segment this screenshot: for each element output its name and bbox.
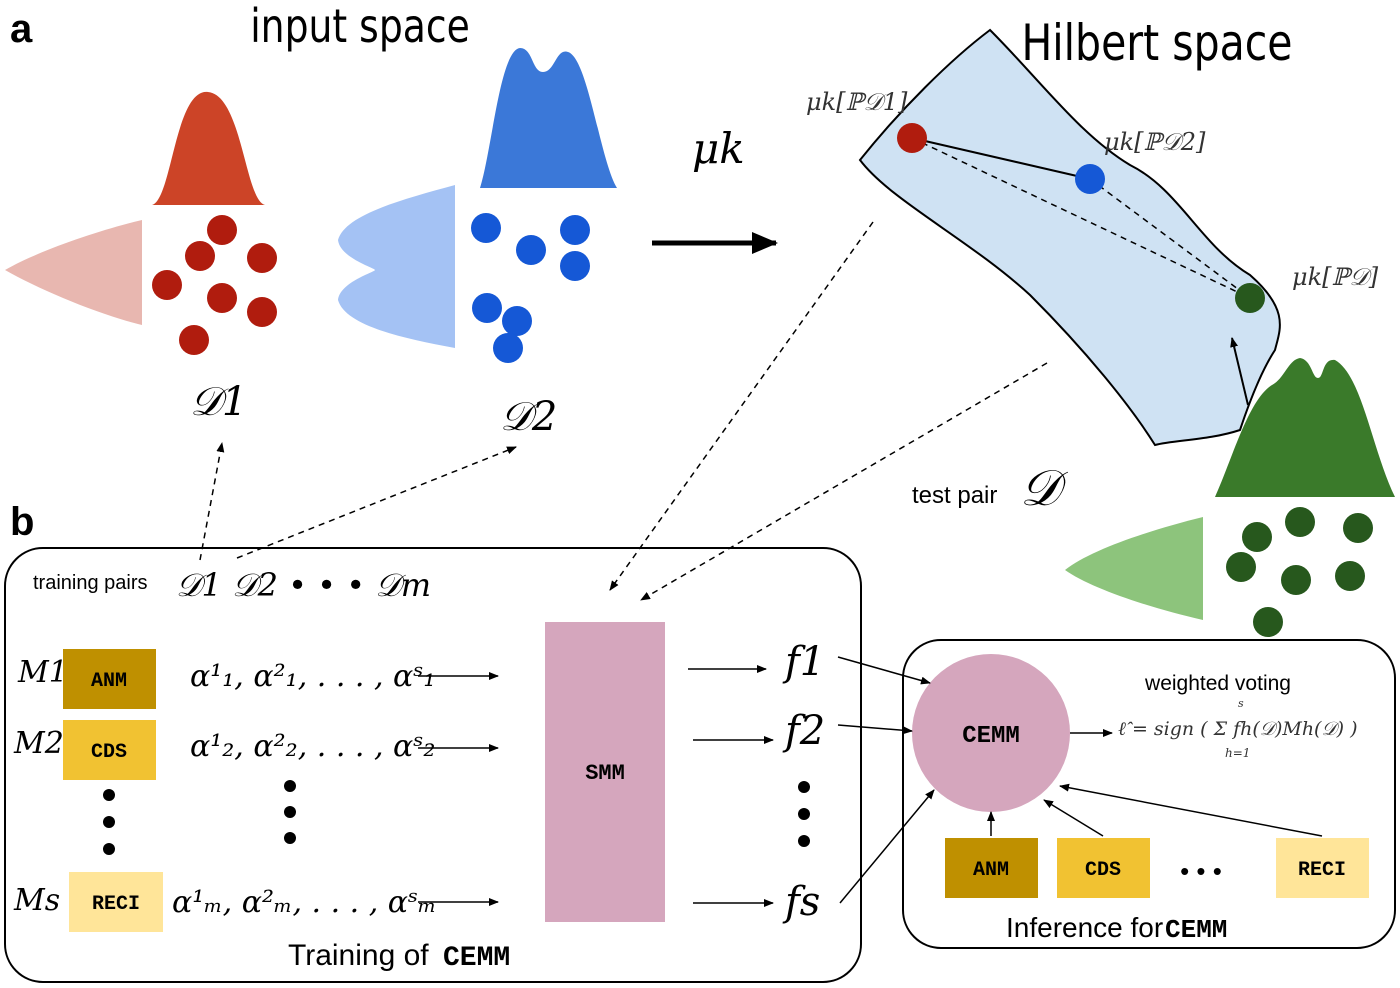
model-name: ANM: [91, 670, 127, 693]
mean-embedding-label: μk: [692, 124, 745, 173]
inference-title-prefix: Inference for: [1006, 912, 1163, 943]
training-pairs-label: training pairs: [33, 572, 148, 594]
model-box-anm: [63, 649, 156, 709]
embedding-dashed-d2-d: [1089, 178, 1251, 299]
training-title-prefix: Training of: [288, 939, 429, 972]
voting-formula-sub: h=1: [1225, 746, 1250, 760]
distribution-test: [1065, 358, 1395, 637]
model-symbol: M2: [13, 726, 64, 761]
training-box: [4, 547, 862, 983]
embedding-line-d1-d2: [911, 137, 1091, 180]
model-box-cds: [63, 720, 156, 780]
d1-marginal-top: [152, 91, 265, 205]
d2-points: [471, 213, 590, 363]
panel-a-label: a: [10, 7, 33, 51]
fs-to-cemm-arrow: [839, 789, 935, 904]
cemm-node-label: CEMM: [962, 723, 1020, 750]
mu-d-label: μk[ℙ𝒟]: [1292, 263, 1379, 291]
dashed-link-d2: [236, 446, 517, 559]
model-name: RECI: [92, 893, 140, 916]
voting-formula: ℓ̂ = sign ( Σ fh(𝒟)Mh(𝒟) ): [1118, 718, 1358, 740]
embedding-point-d: [1235, 283, 1265, 313]
model-symbol: M1: [17, 655, 68, 690]
inference-box: [902, 639, 1396, 949]
cds-to-cemm-arrow: [1043, 799, 1104, 837]
model-row-2: M2 CDS α¹₂, α²₂, . . . , αˢ₂: [13, 720, 499, 780]
test-points: [1226, 507, 1373, 637]
weighted-voting-label: weighted voting: [1144, 672, 1291, 695]
training-pairs-sequence: 𝒟1 𝒟2 • • • 𝒟m: [176, 566, 431, 604]
model-box-reci: [69, 872, 163, 932]
model-ellipsis-vertical: [103, 780, 296, 855]
distribution-d2: [338, 48, 617, 363]
inference-model-ellipsis: • • •: [1180, 856, 1222, 886]
f2-to-cemm-arrow: [837, 724, 913, 735]
inference-model-anm: [945, 838, 1038, 898]
inference-model-anm-label: ANM: [973, 859, 1009, 882]
d2-marginal-left: [338, 185, 455, 348]
inference-model-cds: [1057, 838, 1150, 898]
distribution-d1: [5, 91, 277, 355]
hilbert-space-sheet: [858, 28, 1281, 447]
d1-marginal-left: [5, 220, 142, 325]
model-symbol: Ms: [13, 883, 60, 918]
d2-marginal-top: [480, 48, 617, 188]
inference-model-reci-label: RECI: [1298, 859, 1346, 882]
test-to-hilbert-arrow: [1230, 337, 1249, 406]
inference-title-name: CEMM: [1165, 915, 1227, 945]
embedding-point-d1: [897, 123, 927, 153]
model-row-1: M1 ANM α¹₁, α²₁, . . . , αˢ₁: [17, 649, 499, 709]
training-title-name: CEMM: [443, 943, 510, 974]
d2-label: 𝒟2: [500, 394, 557, 440]
input-space-title: input space: [250, 0, 470, 53]
inference-model-cds-label: CDS: [1085, 859, 1121, 882]
test-pair-label: test pair: [912, 482, 997, 509]
cemm-node: [912, 654, 1070, 812]
model-alphas: α¹₂, α²₂, . . . , αˢ₂: [190, 729, 435, 764]
model-name: CDS: [91, 741, 127, 764]
f-ellipsis-vertical: [798, 781, 810, 847]
test-marginal-left: [1065, 517, 1203, 620]
smm-label: SMM: [585, 761, 625, 786]
embedding-dashed-d1-d: [911, 137, 1251, 299]
f1-to-cemm-arrow: [837, 656, 931, 685]
model-alphas: α¹₁, α²₁, . . . , αˢ₁: [190, 659, 435, 694]
inference-model-reci: [1276, 838, 1369, 898]
d1-label: 𝒟1: [190, 379, 247, 425]
embedding-point-d2: [1075, 164, 1105, 194]
dashed-link-d1: [199, 442, 225, 561]
test-pair-symbol: 𝒟: [1020, 459, 1069, 517]
model-row-s: Ms RECI α¹ₘ, α²ₘ, . . . , αˢₘ: [13, 872, 499, 932]
mu-d1-label: μk[ℙ𝒟1]: [806, 88, 908, 116]
dashed-link-hilbert-smm-2: [640, 362, 1048, 601]
voting-formula-sup: s: [1238, 697, 1244, 710]
smm-block: [545, 622, 665, 922]
f2-label: f2: [782, 708, 825, 754]
model-alphas: α¹ₘ, α²ₘ, . . . , αˢₘ: [172, 885, 437, 920]
test-marginal-top: [1215, 358, 1395, 497]
f1-label: f1: [782, 639, 825, 685]
panel-b-label: b: [10, 500, 34, 544]
d1-points: [152, 215, 277, 355]
reci-to-cemm-arrow: [1059, 783, 1323, 837]
mu-d2-label: μk[ℙ𝒟2]: [1104, 128, 1206, 156]
dashed-link-hilbert-smm-1: [609, 221, 874, 591]
hilbert-space-title: Hilbert space: [1021, 14, 1292, 72]
fs-label: fs: [782, 879, 820, 925]
